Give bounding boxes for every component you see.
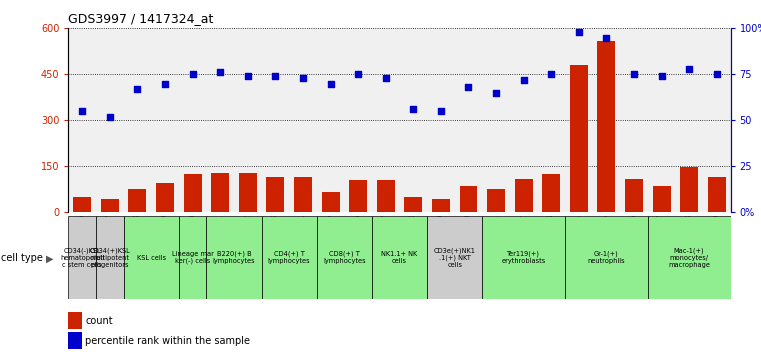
Text: KSL cells: KSL cells [137, 255, 166, 261]
Bar [179, 216, 206, 299]
Bar [156, 183, 174, 212]
Bar [73, 197, 91, 212]
Point [297, 75, 309, 81]
Text: CD8(+) T
lymphocytes: CD8(+) T lymphocytes [323, 251, 366, 264]
Point [352, 72, 365, 77]
Bar [597, 41, 616, 212]
Bar [570, 65, 587, 212]
Point [324, 81, 336, 86]
Point [186, 72, 199, 77]
Text: Mac-1(+)
monocytes/
macrophage: Mac-1(+) monocytes/ macrophage [668, 247, 710, 268]
Text: Gr-1(+)
neutrophils: Gr-1(+) neutrophils [587, 251, 626, 264]
Text: percentile rank within the sample: percentile rank within the sample [85, 336, 250, 346]
Point [573, 29, 585, 35]
Text: CD3e(+)NK1
.1(+) NKT
cells: CD3e(+)NK1 .1(+) NKT cells [434, 247, 476, 268]
Bar [404, 197, 422, 212]
Bar [96, 216, 123, 299]
Text: ▶: ▶ [46, 253, 53, 263]
Bar [206, 216, 262, 299]
Point [407, 107, 419, 112]
Bar [68, 216, 96, 299]
Point [214, 70, 226, 75]
Bar [123, 216, 179, 299]
Text: B220(+) B
lymphocytes: B220(+) B lymphocytes [212, 251, 256, 264]
Point [159, 81, 171, 86]
Point [269, 73, 282, 79]
Point [242, 73, 254, 79]
Point [435, 108, 447, 114]
Bar [183, 174, 202, 212]
Point [76, 108, 88, 114]
Bar [322, 193, 339, 212]
Bar [565, 216, 648, 299]
Bar [680, 167, 698, 212]
Bar [487, 189, 505, 212]
Text: Lineage mar
ker(-) cells: Lineage mar ker(-) cells [172, 251, 214, 264]
Text: CD34(-)KSL
hematopoieti
c stem cells: CD34(-)KSL hematopoieti c stem cells [60, 247, 104, 268]
Bar [294, 177, 312, 212]
Bar [708, 177, 726, 212]
Bar [349, 180, 367, 212]
Text: NK1.1+ NK
cells: NK1.1+ NK cells [381, 251, 418, 264]
Bar [625, 179, 643, 212]
Bar [377, 180, 395, 212]
Point [490, 90, 502, 96]
Bar [543, 174, 560, 212]
Text: GDS3997 / 1417324_at: GDS3997 / 1417324_at [68, 12, 214, 25]
Point [683, 66, 696, 72]
Point [655, 73, 667, 79]
Bar [262, 216, 317, 299]
Point [103, 114, 116, 120]
Point [628, 72, 640, 77]
Bar [514, 179, 533, 212]
Bar [653, 186, 670, 212]
Text: CD34(+)KSL
multipotent
progenitors: CD34(+)KSL multipotent progenitors [90, 247, 130, 268]
Bar [648, 216, 731, 299]
Point [545, 72, 557, 77]
Point [463, 84, 475, 90]
Text: cell type: cell type [1, 253, 43, 263]
Bar [427, 216, 482, 299]
Point [380, 75, 392, 81]
Text: CD4(+) T
lymphocytes: CD4(+) T lymphocytes [268, 251, 310, 264]
Text: count: count [85, 316, 113, 326]
Bar [317, 216, 372, 299]
Bar [266, 177, 285, 212]
Bar [101, 199, 119, 212]
Point [600, 35, 613, 40]
Point [711, 72, 723, 77]
Bar [129, 189, 146, 212]
Bar [239, 172, 256, 212]
Bar [482, 216, 565, 299]
Bar [460, 186, 477, 212]
Bar [212, 172, 229, 212]
Bar [372, 216, 427, 299]
Point [132, 86, 144, 92]
Point [517, 77, 530, 83]
Bar [432, 199, 450, 212]
Text: Ter119(+)
erythroblasts: Ter119(+) erythroblasts [501, 251, 546, 264]
